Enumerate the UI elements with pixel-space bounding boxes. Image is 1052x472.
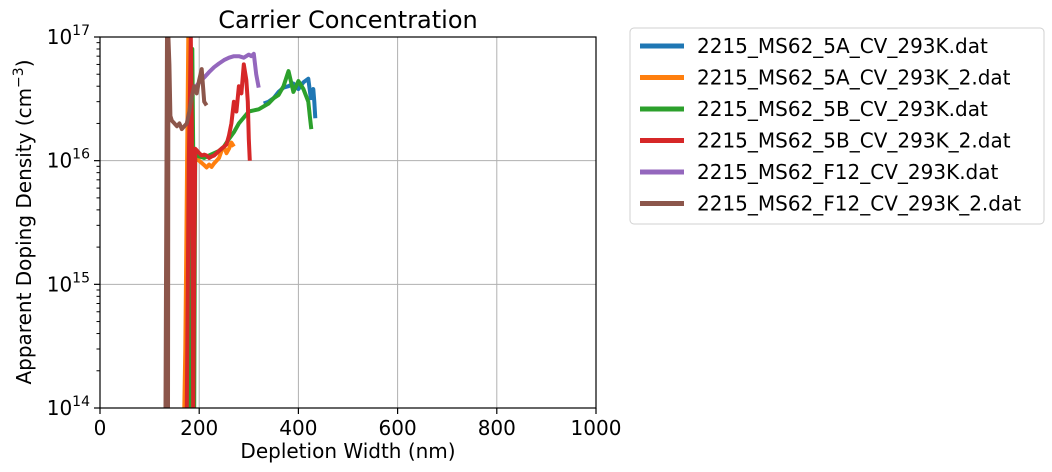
y-tick-exponent: 15 — [72, 270, 90, 286]
legend-label: 2215_MS62_5B_CV_293K.dat — [697, 97, 988, 121]
y-axis-title-main: Apparent Doping Density (cm — [12, 88, 36, 385]
y-tick-label: 1015 — [47, 270, 90, 296]
series-line-3 — [187, 47, 314, 408]
chart-title: Carrier Concentration — [218, 6, 478, 34]
y-tick-label: 1016 — [47, 147, 90, 173]
y-axis-title: Apparent Doping Density (cm−3) — [11, 59, 36, 384]
x-tick-label: 800 — [478, 416, 516, 440]
legend-items: 2215_MS62_5A_CV_293K.dat 2215_MS62_5A_CV_… — [640, 34, 1021, 216]
x-tick-label: 0 — [94, 416, 107, 440]
y-tick-exponent: 17 — [72, 23, 90, 39]
legend: 2215_MS62_5A_CV_293K.dat 2215_MS62_5A_CV_… — [629, 27, 1045, 225]
legend-label: 2215_MS62_5A_CV_293K.dat — [697, 34, 988, 58]
y-tick-label: 1014 — [47, 394, 90, 420]
plot-frame — [99, 36, 597, 409]
x-tick-label: 400 — [279, 416, 317, 440]
legend-label: 2215_MS62_F12_CV_293K_2.dat — [697, 192, 1021, 216]
y-axis-title-end: ) — [12, 59, 36, 67]
series-line-6 — [163, 37, 209, 408]
x-tick-label: 600 — [379, 416, 417, 440]
x-tick-label: 1000 — [571, 416, 622, 440]
y-tick-base: 10 — [47, 25, 72, 49]
y-tick-label: 1017 — [47, 23, 90, 49]
legend-label: 2215_MS62_5B_CV_293K_2.dat — [697, 129, 1011, 153]
y-tick-base: 10 — [47, 396, 72, 420]
legend-label: 2215_MS62_F12_CV_293K.dat — [697, 160, 998, 184]
y-tick-base: 10 — [47, 149, 72, 173]
y-tick-exponent: 14 — [72, 394, 90, 410]
x-tick-label: 200 — [180, 416, 218, 440]
x-axis-title: Depletion Width (nm) — [240, 439, 455, 463]
legend-frame — [629, 27, 1045, 225]
series-lines — [163, 37, 318, 408]
series-line-2 — [182, 37, 236, 408]
grid-lines — [99, 36, 597, 409]
y-tick-base: 10 — [47, 272, 72, 296]
legend-label: 2215_MS62_5A_CV_293K_2.dat — [697, 66, 1011, 90]
series-clip-group — [163, 37, 318, 408]
y-tick-exponent: 16 — [72, 147, 90, 163]
y-axis-title-sup: −3 — [11, 67, 27, 88]
series-line-4 — [184, 37, 252, 408]
